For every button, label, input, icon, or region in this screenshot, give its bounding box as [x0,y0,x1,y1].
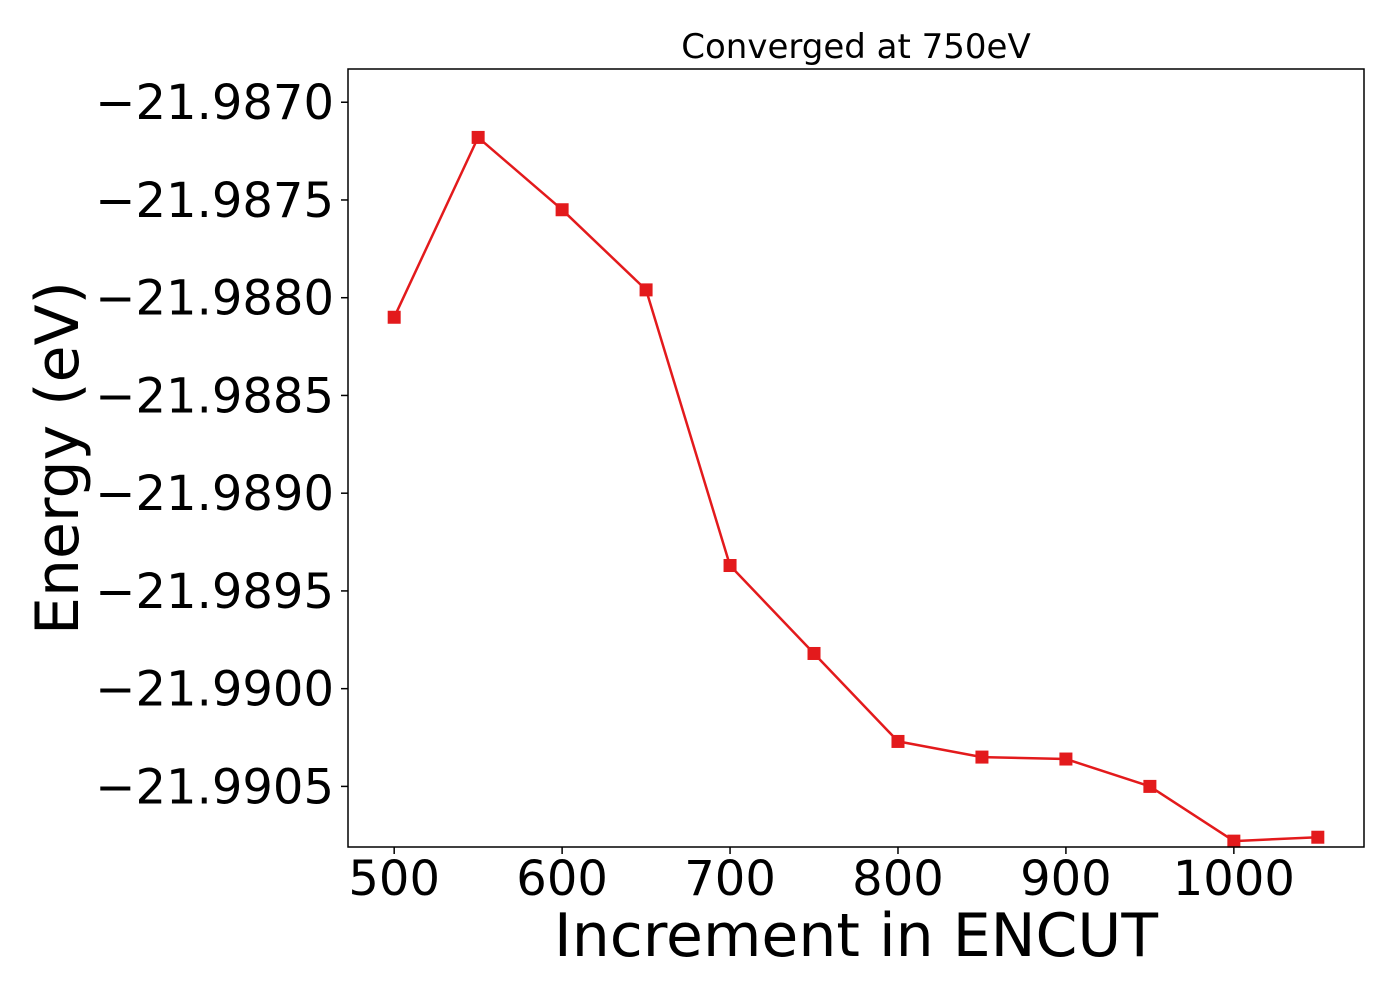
x-tick-label: 500 [348,851,440,907]
y-tick-label: −21.9885 [95,368,334,424]
y-tick-label: −21.9905 [95,759,334,815]
data-point-marker [1059,752,1073,766]
data-point-marker [1311,830,1325,844]
series-line [393,136,1318,843]
x-tick-label: 1000 [1173,851,1295,907]
data-point-marker [1227,834,1241,848]
x-tick-label: 800 [852,851,944,907]
series-layer [387,130,1325,848]
x-tick-label: 900 [1020,851,1112,907]
y-tick-label: −21.9880 [95,271,334,327]
data-point-marker [1143,779,1157,793]
y-tick-label: −21.9895 [95,564,334,620]
y-tick-label: −21.9900 [95,662,334,718]
data-point-marker [555,203,569,217]
data-point-marker [807,646,821,660]
x-axis-label: Increment in ENCUT [554,901,1158,971]
y-tick-label: −21.9890 [95,466,334,522]
data-point-marker [723,559,737,573]
data-point-marker [639,283,653,297]
data-point-marker [471,130,485,144]
chart-title: Converged at 750eV [681,27,1030,67]
y-tick-label: −21.9870 [95,75,334,131]
data-point-marker [891,734,905,748]
data-point-marker [387,310,401,324]
x-tick-label: 700 [684,851,776,907]
plot-frame [347,68,1365,848]
ticks-layer: 500 600 700 800 900 1000 −21.9870 −21.9875 −21.9… [95,75,1295,907]
x-tick-label: 600 [516,851,608,907]
y-axis-label: Energy (eV) [23,281,93,635]
y-tick-label: −21.9875 [95,173,334,229]
data-point-marker [975,750,989,764]
